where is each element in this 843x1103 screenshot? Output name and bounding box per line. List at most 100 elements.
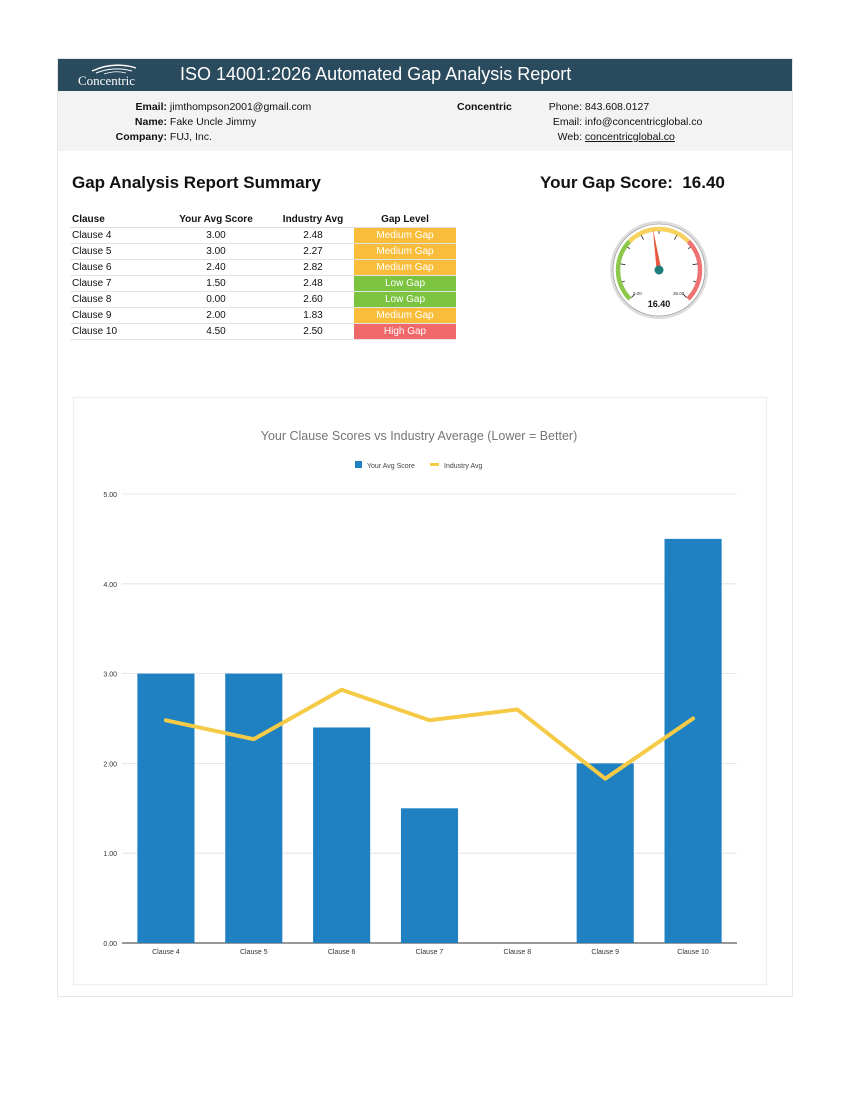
org-phone-label: Phone:: [548, 101, 582, 113]
gap-table: Clause Your Avg Score Industry Avg Gap L…: [70, 211, 456, 340]
gauge-tick: [631, 293, 636, 298]
logo-text: Concentric: [78, 73, 136, 88]
org-web-row: Web: concentricglobal.co: [538, 131, 675, 143]
cell-gap-level: Medium Gap: [354, 243, 456, 260]
cell-your-score: 2.00: [160, 307, 272, 324]
clause-score-chart: Your Clause Scores vs Industry Average (…: [103, 429, 737, 956]
table-row: Clause 5 3.00 2.27 Medium Gap: [70, 243, 456, 260]
gauge-tick: [693, 280, 697, 283]
client-name-value: Fake Uncle Jimmy: [169, 116, 257, 128]
chart-card: Your Clause Scores vs Industry Average (…: [73, 397, 767, 985]
gauge-tick: [692, 263, 698, 266]
cell-gap-level: Medium Gap: [354, 227, 456, 244]
report-header: Concentric ISO 14001:2026 Automated Gap …: [58, 59, 792, 91]
cell-industry-avg: 2.82: [272, 259, 354, 276]
client-company-value: FUJ, Inc.: [169, 131, 212, 143]
x-tick-label: Clause 7: [416, 949, 444, 956]
gauge-value-label: 16.40: [648, 299, 671, 309]
gauge-band-high: [686, 239, 703, 301]
y-tick-label: 3.00: [103, 672, 117, 679]
col-industry-avg: Industry Avg: [272, 211, 354, 228]
org-email-value: info@concentricglobal.co: [584, 116, 703, 128]
gauge-tick: [621, 280, 625, 283]
gap-table-header: Clause Your Avg Score Industry Avg Gap L…: [70, 211, 456, 228]
gauge-tick: [640, 235, 644, 240]
report-title: ISO 14001:2026 Automated Gap Analysis Re…: [180, 64, 572, 84]
contact-block: Email: jimthompson2001@gmail.com Name: F…: [58, 91, 792, 151]
bar-your-avg-score: [313, 727, 371, 943]
org-email-label: Email:: [552, 116, 582, 128]
cell-your-score: 3.00: [160, 227, 272, 244]
table-row: Clause 10 4.50 2.50 High Gap: [70, 323, 456, 340]
gauge-tick: [682, 293, 687, 298]
x-tick-label: Clause 9: [591, 949, 619, 956]
gauge-tick: [627, 246, 631, 250]
gauge-min-label: 0.00: [633, 291, 642, 296]
bar-your-avg-score: [400, 808, 459, 943]
col-clause: Clause: [70, 211, 160, 228]
industry-avg-line: [163, 687, 696, 781]
client-company-label: Company:: [115, 131, 167, 143]
cell-clause: Clause 8: [70, 291, 160, 308]
y-tick-label: 1.00: [103, 851, 117, 858]
table-row: Clause 7 1.50 2.48 Low Gap: [70, 275, 456, 292]
org-phone-value: 843.608.0127: [584, 101, 650, 113]
org-name: Concentric: [457, 101, 512, 113]
cell-clause: Clause 4: [70, 227, 160, 244]
org-web-link[interactable]: concentricglobal.co: [584, 131, 675, 143]
gap-score-label: Your Gap Score:: [540, 173, 673, 192]
org-web-label: Web:: [557, 131, 582, 143]
x-tick-label: Clause 8: [504, 949, 532, 956]
gauge-tick: [674, 235, 678, 240]
concentric-logo: Concentric: [74, 61, 144, 89]
legend-bar-swatch: [355, 461, 362, 468]
x-tick-label: Clause 10: [677, 949, 709, 956]
cell-gap-level: Low Gap: [354, 275, 456, 292]
table-row: Clause 8 0.00 2.60 Low Gap: [70, 291, 456, 308]
org-email-row: Email: info@concentricglobal.co: [538, 116, 703, 128]
cell-clause: Clause 5: [70, 243, 160, 260]
cell-clause: Clause 7: [70, 275, 160, 292]
cell-industry-avg: 2.48: [272, 227, 354, 244]
bar-your-avg-score: [225, 673, 283, 943]
cell-gap-level: Medium Gap: [354, 259, 456, 276]
client-email-label: Email:: [135, 101, 167, 113]
cell-clause: Clause 9: [70, 307, 160, 324]
cell-your-score: 2.40: [160, 259, 272, 276]
cell-your-score: 1.50: [160, 275, 272, 292]
gap-score-heading: Your Gap Score: 16.40: [540, 173, 725, 193]
cell-clause: Clause 10: [70, 323, 160, 340]
gauge-band-medium: [627, 226, 691, 244]
x-tick-label: Clause 5: [240, 949, 268, 956]
client-name-label: Name:: [134, 116, 167, 128]
client-name-row: Name: Fake Uncle Jimmy: [58, 116, 256, 128]
cell-industry-avg: 2.48: [272, 275, 354, 292]
cell-industry-avg: 2.60: [272, 291, 354, 308]
org-phone-row: Phone: 843.608.0127: [538, 101, 649, 113]
table-row: Clause 9 2.00 1.83 Medium Gap: [70, 307, 456, 324]
summary-title: Gap Analysis Report Summary: [72, 173, 321, 192]
cell-industry-avg: 2.50: [272, 323, 354, 340]
col-your-score: Your Avg Score: [160, 211, 272, 228]
cell-your-score: 4.50: [160, 323, 272, 340]
table-row: Clause 6 2.40 2.82 Medium Gap: [70, 259, 456, 276]
logo-swoosh-icon: [91, 64, 137, 75]
legend-line-label: Industry Avg: [444, 463, 483, 470]
cell-clause: Clause 6: [70, 259, 160, 276]
y-tick-label: 2.00: [103, 761, 117, 768]
bar-your-avg-score: [576, 763, 634, 943]
x-tick-label: Clause 6: [328, 949, 356, 956]
bar-your-avg-score: [137, 673, 195, 943]
legend-bar-label: Your Avg Score: [367, 463, 415, 470]
y-tick-label: 0.00: [103, 941, 117, 948]
col-gap-level: Gap Level: [354, 211, 456, 228]
x-tick-label: Clause 4: [152, 949, 180, 956]
cell-gap-level: Medium Gap: [354, 307, 456, 324]
cell-your-score: 3.00: [160, 243, 272, 260]
bar-your-avg-score: [664, 538, 722, 943]
cell-gap-level: High Gap: [354, 323, 456, 340]
gauge-tick: [687, 246, 691, 250]
gauge-needle: [652, 228, 662, 271]
cell-gap-level: Low Gap: [354, 291, 456, 308]
